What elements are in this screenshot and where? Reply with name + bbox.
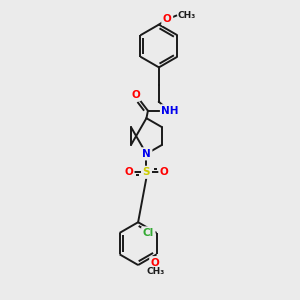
Text: CH₃: CH₃ bbox=[177, 11, 196, 20]
Text: O: O bbox=[151, 258, 160, 268]
Text: N: N bbox=[142, 149, 151, 159]
Text: Cl: Cl bbox=[143, 228, 154, 238]
Text: CH₃: CH₃ bbox=[146, 267, 164, 276]
Text: O: O bbox=[124, 167, 133, 177]
Text: NH: NH bbox=[161, 106, 179, 116]
Text: O: O bbox=[163, 14, 172, 24]
Text: O: O bbox=[131, 90, 140, 100]
Text: S: S bbox=[143, 167, 150, 177]
Text: O: O bbox=[160, 167, 169, 177]
